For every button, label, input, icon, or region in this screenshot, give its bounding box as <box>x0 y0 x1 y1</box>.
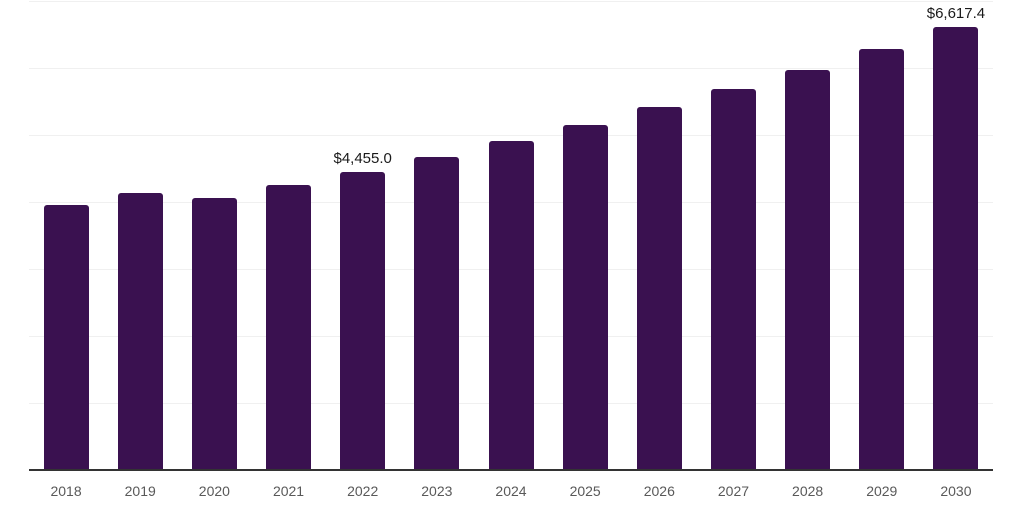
x-tick-label-2027: 2027 <box>717 483 750 499</box>
x-tick-label-2026: 2026 <box>643 483 675 499</box>
bar-2026[interactable] <box>636 106 682 470</box>
gridline <box>29 1 993 2</box>
x-tick-label-2019: 2019 <box>124 483 156 499</box>
bar-2030[interactable] <box>933 26 979 470</box>
bar-2021[interactable] <box>266 184 312 470</box>
x-tick-label-2022: 2022 <box>347 483 379 499</box>
x-tick-label-2020: 2020 <box>198 483 230 499</box>
x-axis-line <box>29 469 993 471</box>
x-tick-label-2025: 2025 <box>569 483 601 499</box>
bar-2028[interactable] <box>785 70 831 470</box>
bar-2029[interactable] <box>859 48 905 470</box>
bar-2027[interactable] <box>710 89 756 470</box>
bar-2024[interactable] <box>488 141 534 470</box>
bar-2023[interactable] <box>414 157 460 470</box>
data-label-2022: $4,455.0 <box>333 149 392 167</box>
bar-2019[interactable] <box>117 192 163 470</box>
gridline <box>29 68 993 69</box>
x-tick-label-2030: 2030 <box>940 483 972 499</box>
data-label-2030: $6,617.4 <box>926 4 986 22</box>
x-tick-label-2029: 2029 <box>866 483 898 499</box>
bar-2018[interactable] <box>43 205 89 470</box>
bar-2022[interactable] <box>340 171 386 470</box>
plot-area: $4,455.0 $6,617.4 <box>29 1 993 470</box>
gridline <box>29 135 993 136</box>
x-tick-label-2024: 2024 <box>495 483 527 499</box>
x-tick-label-2023: 2023 <box>421 483 453 499</box>
bar-2025[interactable] <box>562 125 608 470</box>
x-tick-label-2028: 2028 <box>792 483 824 499</box>
x-tick-label-2018: 2018 <box>50 483 82 499</box>
x-tick-label-2021: 2021 <box>272 483 305 499</box>
bar-2020[interactable] <box>191 197 237 470</box>
